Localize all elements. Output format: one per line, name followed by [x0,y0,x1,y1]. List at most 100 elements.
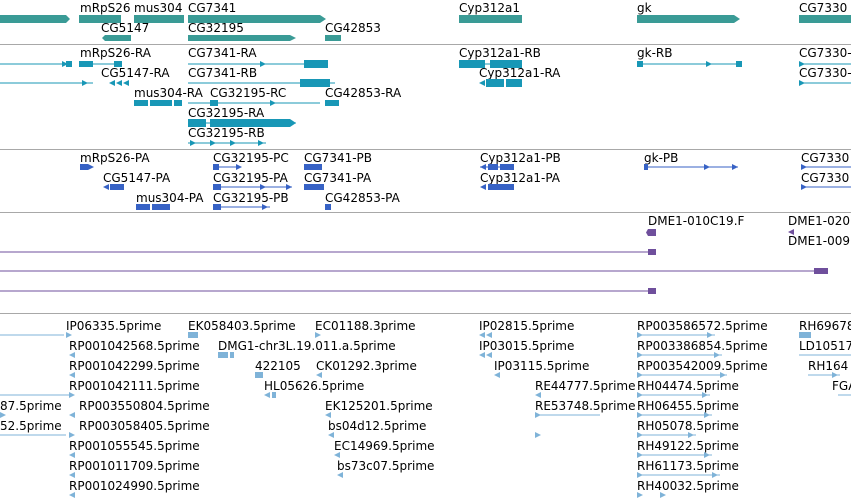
mrna-features[interactable] [0,45,851,149]
est-label[interactable]: RH04474.5prime [637,379,739,393]
protein-label[interactable]: CG32195-PC [213,151,289,165]
gene-glyph [799,15,851,23]
gene-label[interactable]: Cyp312a1 [459,1,520,15]
est-label[interactable]: RH164 [808,359,849,373]
protein-features[interactable] [0,150,851,212]
est-label[interactable]: CK01292.3prime [316,359,417,373]
gene-label[interactable]: mRpS26 [80,1,131,15]
gene-glyph [325,35,341,41]
est-label[interactable]: LD10517 [799,339,851,353]
est-label[interactable]: EC01188.3prime [315,319,416,333]
est-features[interactable] [0,318,851,501]
est-label[interactable]: IP03115.5prime [494,359,590,373]
protein-label[interactable]: CG32195-PB [213,191,289,205]
clone-label[interactable]: DME1-020 [788,214,851,228]
est-label[interactable]: RP001011709.5prime [69,459,200,473]
est-label[interactable]: RH06455.5prime [637,399,739,413]
est-label[interactable]: EC14969.5prime [334,439,435,453]
est-label[interactable]: RP003386854.5prime [637,339,768,353]
gene-glyph [637,15,740,23]
est-label[interactable]: EK125201.5prime [325,399,433,413]
clone-label[interactable]: DME1-010C19.F [648,214,745,228]
protein-label[interactable]: CG32195-PA [213,171,288,185]
gene-label[interactable]: CG32195 [188,21,244,35]
mrna-label[interactable]: CG5147-RA [101,66,170,80]
track-divider [0,313,851,314]
gene-label[interactable]: gk [637,1,652,15]
est-label[interactable]: bs04d12.5prime [328,419,427,433]
track-divider [0,44,851,45]
est-track: IP06335.5prime EK058403.5prime EC01188.3… [0,318,851,501]
mrna-track: mRpS26-RA CG7341-RA Cyp312a1-RB gk-RB CG… [0,45,851,149]
est-label[interactable]: RP001024990.5prime [69,479,200,493]
protein-track: mRpS26-PA CG32195-PC CG7341-PB Cyp312a1-… [0,150,851,212]
mrna-label[interactable]: mus304-RA [134,86,203,100]
est-label[interactable]: FGA [832,379,851,393]
est-label[interactable]: IP06335.5prime [66,319,162,333]
gene-label[interactable]: CG42853 [325,21,381,35]
protein-label[interactable]: Cyp312a1-PA [480,171,560,185]
mrna-label[interactable]: CG32195-RA [188,106,265,120]
mrna-label[interactable]: mRpS26-RA [80,46,151,60]
est-label[interactable]: HL05626.5prime [264,379,365,393]
est-label[interactable]: RH40032.5prime [637,479,739,493]
gene-track: mRpS26 mus304 CG7341 Cyp312a1 gk CG7330 … [0,0,851,44]
gene-label[interactable]: CG7330 [799,1,848,15]
est-label[interactable]: EK058403.5prime [188,319,296,333]
gene-glyph [188,15,326,23]
est-label[interactable]: IP03015.5prime [479,339,575,353]
protein-label[interactable]: mus304-PA [136,191,204,205]
protein-label[interactable]: CG7341-PA [304,171,372,185]
mrna-label[interactable]: CG42853-RA [325,86,402,100]
mrna-label[interactable]: CG7330- [799,66,851,80]
protein-label[interactable]: CG7330 [801,171,850,185]
mrna-label[interactable]: CG32195-RC [210,86,287,100]
gene-label[interactable]: CG7341 [188,1,237,15]
gene-glyph [459,15,522,23]
est-label[interactable]: DMG1-chr3L.19.011.a.5prime [218,339,396,353]
est-label[interactable]: 87.5prime [0,399,62,413]
est-label[interactable]: RH69678 [799,319,851,333]
est-label[interactable]: 422105 [255,359,301,373]
mrna-label[interactable]: CG32195-RB [188,126,265,140]
clone-features[interactable] [0,213,851,313]
gene-label[interactable]: mus304 [134,1,183,15]
gene-glyph [0,15,70,23]
protein-label[interactable]: CG5147-PA [103,171,171,185]
est-label[interactable]: RH05078.5prime [637,419,739,433]
est-label[interactable]: RP003058405.5prime [79,419,210,433]
est-label[interactable]: RP003550804.5prime [79,399,210,413]
est-label[interactable]: RH61173.5prime [637,459,739,473]
est-label[interactable]: RP001042111.5prime [69,379,200,393]
track-divider [0,212,851,213]
clone-track: DME1-010C19.F DME1-020 DME1-009 [0,213,851,313]
est-label[interactable]: RH49122.5prime [637,439,739,453]
track-divider [0,149,851,150]
est-label[interactable]: RP003586572.5prime [637,319,768,333]
est-label[interactable]: RE44777.5prime [535,379,636,393]
mrna-label[interactable]: CG7341-RB [188,66,258,80]
protein-label[interactable]: mRpS26-PA [80,151,150,165]
mrna-label[interactable]: CG7341-RA [188,46,257,60]
est-label[interactable]: RP001042568.5prime [69,339,200,353]
est-label[interactable]: RP001042299.5prime [69,359,200,373]
est-label[interactable]: 52.5prime [0,419,62,433]
protein-label[interactable]: Cyp312a1-PB [480,151,561,165]
protein-label[interactable]: CG7330 [801,151,850,165]
mrna-label[interactable]: gk-RB [637,46,673,60]
protein-label[interactable]: CG42853-PA [325,191,400,205]
mrna-label[interactable]: Cyp312a1-RB [459,46,541,60]
mrna-label[interactable]: CG7330- [799,46,851,60]
protein-label[interactable]: CG7341-PB [304,151,373,165]
est-label[interactable]: RP003542009.5prime [637,359,768,373]
gene-features[interactable] [0,0,851,44]
est-label[interactable]: RP001055545.5prime [69,439,200,453]
est-label[interactable]: RE53748.5prime [535,399,636,413]
clone-label[interactable]: DME1-009 [788,234,851,248]
est-label[interactable]: bs73c07.5prime [337,459,435,473]
est-label[interactable]: IP02815.5prime [479,319,575,333]
mrna-label[interactable]: Cyp312a1-RA [479,66,561,80]
protein-label[interactable]: gk-PB [644,151,679,165]
gene-label[interactable]: CG5147 [101,21,150,35]
